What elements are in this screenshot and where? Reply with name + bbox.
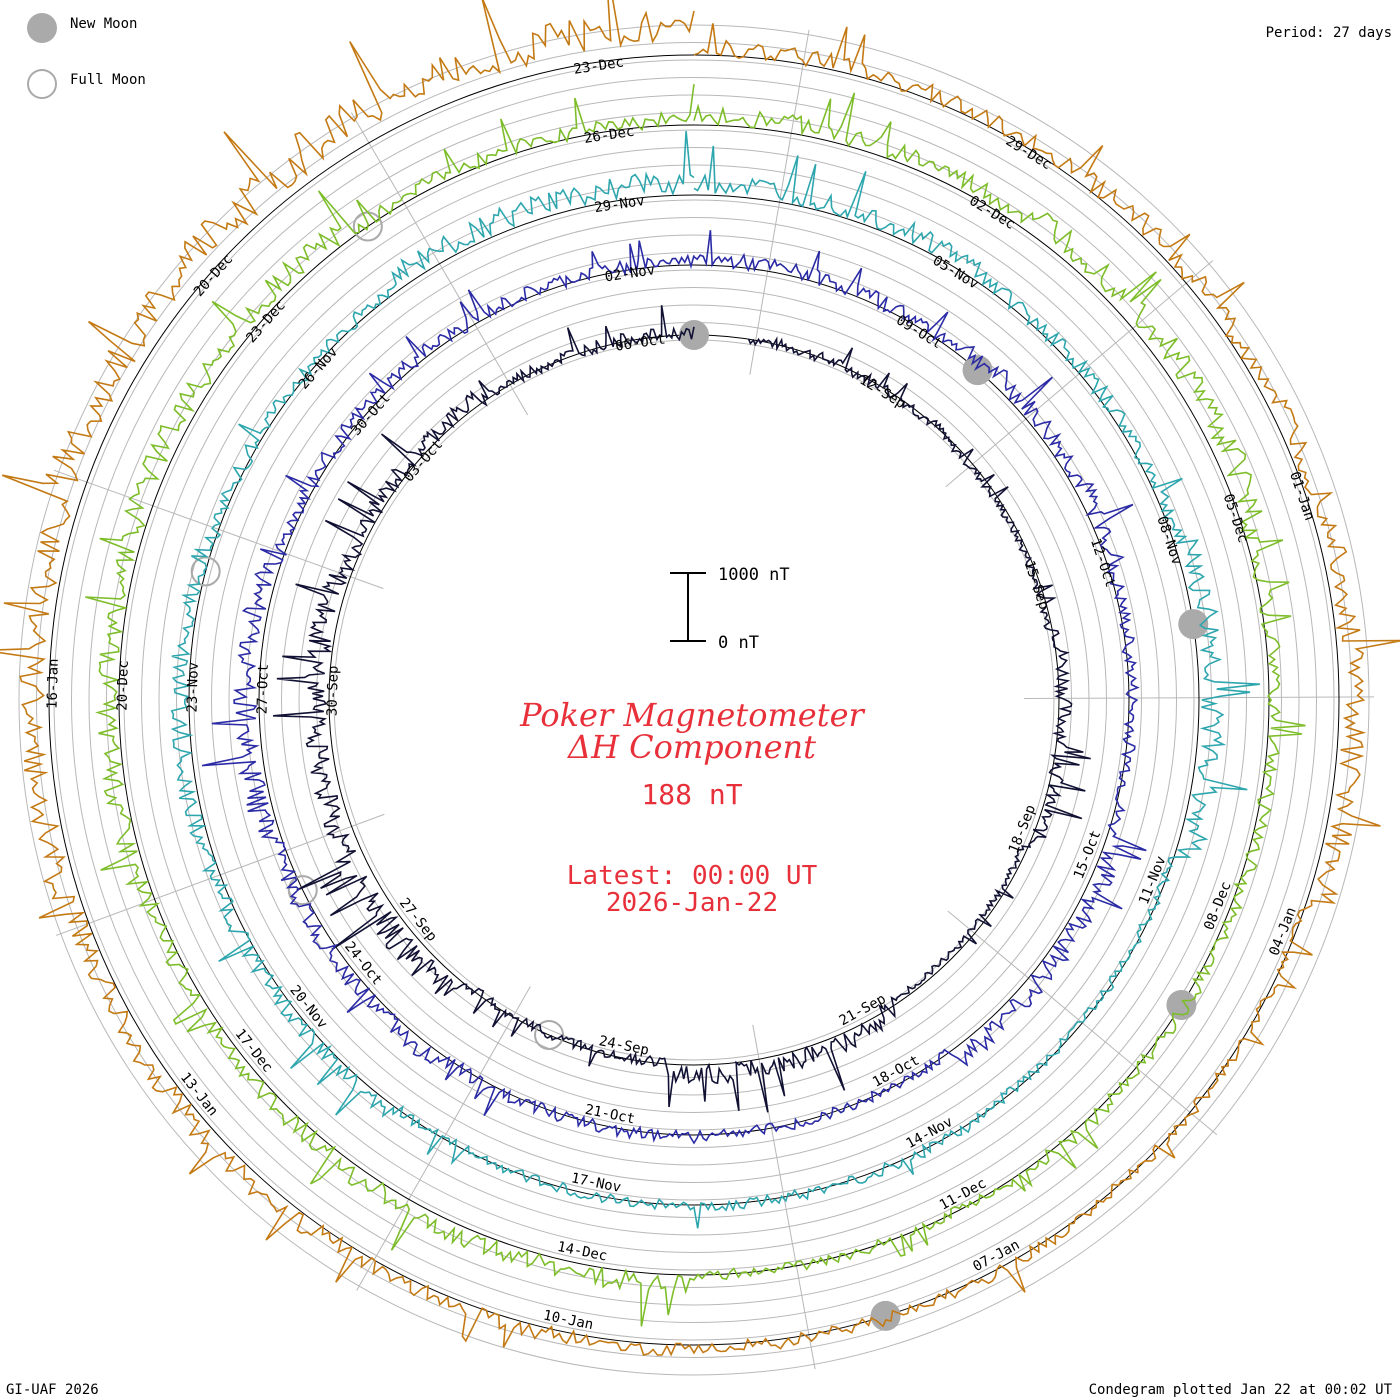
new-moon-marker: [679, 320, 709, 350]
full-moon-legend-icon: [27, 69, 57, 99]
grid-ring: [298, 304, 1090, 1096]
trace-2: [201, 230, 1147, 1145]
base-ring: [188, 194, 1200, 1206]
grid-ring: [263, 269, 1125, 1131]
date-tick-label: 24-Sep: [597, 1033, 650, 1059]
grid-ring: [281, 287, 1107, 1113]
new-moon-legend-icon: [27, 13, 57, 43]
trace-1: [273, 305, 1091, 1113]
date-tick-label: 12-Sep: [857, 372, 908, 412]
latest-time: Latest: 00:00 UT: [567, 861, 818, 891]
grid-ring: [176, 182, 1212, 1218]
date-tick-label: 06-Oct: [614, 331, 666, 354]
date-tick-label: 26-Dec: [583, 124, 635, 147]
date-tick-label: 23-Dec: [573, 54, 625, 77]
date-tick-label: 27-Oct: [254, 664, 271, 715]
new-moon-marker: [1166, 990, 1197, 1021]
base-ring: [48, 54, 1340, 1346]
date-tick-label: 30-Sep: [324, 665, 341, 716]
grid-ring: [228, 234, 1160, 1166]
trace-5: [0, 0, 1400, 1357]
trace-4: [85, 84, 1306, 1327]
title-line1: Poker Magnetometer: [519, 696, 865, 734]
base-ring: [118, 124, 1270, 1276]
date-tick-label: 17-Nov: [570, 1170, 623, 1196]
plotted-label: Condegram plotted Jan 22 at 00:02 UT: [1089, 1382, 1393, 1398]
grid-ring: [158, 164, 1230, 1236]
trace-3: [170, 131, 1260, 1229]
grid-ring: [141, 147, 1247, 1253]
data-traces: [0, 0, 1400, 1357]
date-tick-label: 02-Nov: [604, 262, 656, 285]
grid-ring: [106, 112, 1282, 1288]
title-line2: ΔH Component: [566, 728, 816, 766]
new-moon-marker: [870, 1300, 901, 1331]
date-tick-label: 29-Nov: [593, 193, 645, 216]
date-tick-label: 20-Dec: [191, 251, 236, 299]
date-tick-label: 20-Dec: [115, 660, 132, 711]
moon-markers: [190, 211, 1209, 1331]
grid-ring: [246, 252, 1142, 1148]
grid-ring: [18, 24, 1370, 1376]
grid-ring: [71, 77, 1317, 1323]
new-moon-marker: [1178, 609, 1209, 640]
base-ring: [258, 264, 1130, 1136]
full-moon-marker: [534, 1019, 565, 1050]
period-label: Period: 27 days: [1266, 25, 1392, 41]
legend-new-moon: New Moon: [70, 16, 137, 32]
date-tick-label: 21-Oct: [584, 1102, 637, 1128]
scale-top-label: 1000 nT: [718, 565, 790, 585]
date-tick-label: 16-Jan: [45, 658, 62, 709]
new-moon-marker: [962, 355, 993, 386]
full-moon-marker: [287, 875, 318, 906]
latest-date: 2026-Jan-22: [606, 888, 778, 918]
full-moon-marker: [190, 556, 221, 587]
grid-ring: [193, 199, 1195, 1201]
current-value: 188 nT: [641, 778, 742, 811]
legend-full-moon: Full Moon: [70, 72, 146, 88]
date-tick-label: 23-Nov: [185, 662, 202, 713]
scale-bottom-label: 0 nT: [718, 633, 759, 653]
credit-label: GI-UAF 2026: [6, 1382, 99, 1398]
grid-ring: [88, 94, 1300, 1306]
grid-ring: [211, 217, 1177, 1183]
date-tick-label: 26-Nov: [296, 344, 341, 392]
date-tick-label: 14-Dec: [556, 1239, 609, 1265]
grid-ring: [53, 59, 1335, 1341]
grid-ring: [123, 129, 1265, 1271]
base-rings: [48, 54, 1340, 1346]
